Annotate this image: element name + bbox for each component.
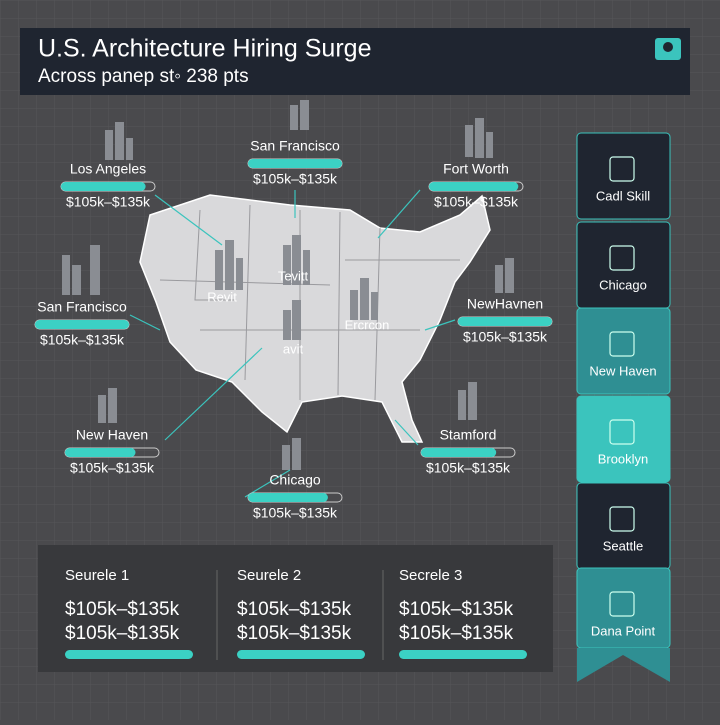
panel-salary: $105k–$135k	[399, 623, 514, 644]
panel-title: Seurele 2	[237, 567, 301, 584]
map-label: Tevitt	[278, 268, 309, 283]
sidebar-item	[576, 395, 671, 483]
bar-fill	[248, 159, 342, 168]
sidebar-icon	[609, 331, 635, 357]
title: U.S. Architecture Hiring Surge	[38, 35, 371, 63]
salary: $105k–$135k	[253, 505, 338, 521]
sidebar-label: Chicago	[599, 277, 647, 292]
salary: $105k–$135k	[70, 460, 155, 476]
bar-fill	[248, 493, 328, 502]
city-name: Fort Worth	[443, 161, 509, 177]
city-name: Stamford	[440, 427, 497, 443]
salary: $105k–$135k	[426, 460, 511, 476]
city-name: Chicago	[269, 472, 321, 488]
bar-fill	[429, 182, 519, 191]
bar-fill	[421, 448, 497, 457]
sidebar-item	[576, 132, 671, 220]
sidebar-label: Cadl Skill	[596, 188, 650, 203]
city-name: NewHavnen	[467, 296, 543, 312]
bar-fill	[65, 448, 136, 457]
salary: $105k–$135k	[253, 171, 338, 187]
sidebar-icon	[609, 591, 635, 617]
city-name: San Francisco	[250, 138, 340, 154]
panel-title: Seurele 1	[65, 567, 129, 584]
panel-salary: $105k–$135k	[237, 599, 352, 620]
sidebar-item	[576, 482, 671, 570]
subtitle: Across panep st◦ 238 pts	[38, 66, 249, 87]
sidebar-label: Seattle	[603, 538, 643, 553]
salary: $105k–$135k	[463, 329, 548, 345]
salary: $105k–$135k	[66, 194, 151, 210]
sidebar-icon	[609, 506, 635, 532]
salary: $105k–$135k	[434, 194, 519, 210]
panel-salary: $105k–$135k	[65, 623, 180, 644]
panel-salary: $105k–$135k	[65, 599, 180, 620]
header-bar	[20, 28, 690, 95]
sidebar-label: New Haven	[589, 363, 656, 378]
map-label: avit	[283, 341, 304, 356]
sidebar-item	[576, 221, 671, 309]
sidebar-icon	[609, 419, 635, 445]
city-name: San Francisco	[37, 299, 127, 315]
sidebar-label: Brooklyn	[598, 451, 649, 466]
sidebar-item	[576, 307, 671, 395]
sidebar-label: Dana Point	[591, 623, 656, 638]
map-label: Revit	[207, 289, 237, 304]
bar-fill	[458, 317, 552, 326]
sidebar-icon	[609, 245, 635, 271]
bar-fill	[61, 182, 146, 191]
panel-bar	[399, 650, 527, 659]
panel-bar	[237, 650, 365, 659]
building-icons	[62, 100, 514, 470]
salary: $105k–$135k	[40, 332, 125, 348]
panel-bar	[65, 650, 193, 659]
pin-icon	[655, 38, 681, 60]
city-name: Los Angeles	[70, 161, 146, 177]
panel-salary: $105k–$135k	[237, 623, 352, 644]
ribbon-tail	[577, 648, 670, 682]
city-name: New Haven	[76, 427, 148, 443]
bar-fill	[35, 320, 129, 329]
panel-title: Secrele 3	[399, 567, 462, 584]
map-label: Ercrcon	[345, 317, 390, 332]
sidebar-icon	[609, 156, 635, 182]
panel-salary: $105k–$135k	[399, 599, 514, 620]
